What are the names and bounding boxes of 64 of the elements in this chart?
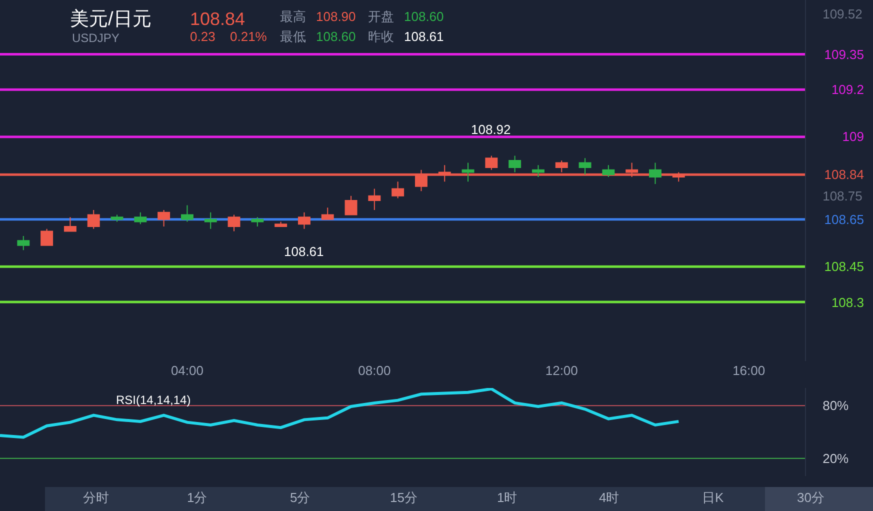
- candlestick: [649, 162, 662, 185]
- candlestick: [134, 212, 147, 225]
- candlestick: [602, 164, 615, 178]
- candlestick: [508, 155, 522, 173]
- candlestick: [180, 204, 194, 222]
- annotation: 108.84: [190, 9, 246, 29]
- annotation: 108.61: [404, 29, 444, 44]
- ref-line-label: 108.45: [824, 259, 864, 274]
- annotation: 108.92: [471, 122, 511, 137]
- candlestick: [462, 162, 474, 182]
- text: 美元/日元: [70, 8, 152, 30]
- text: 15分: [390, 490, 418, 505]
- text: 4时: [599, 490, 620, 505]
- candlestick: [298, 212, 310, 230]
- ref-line-label: 109.2: [831, 82, 864, 97]
- annotation: 最高: [280, 9, 306, 24]
- candlestick: [578, 158, 592, 176]
- annotation: 0.21%: [230, 29, 268, 44]
- candlestick: [87, 209, 100, 230]
- annotation: 108.90: [316, 9, 356, 24]
- candlestick: [532, 164, 544, 178]
- candlestick: [392, 181, 404, 199]
- annotation: 0.23: [190, 29, 216, 44]
- ref-line-label: 108.84: [824, 167, 864, 182]
- y-tick-label: 80%: [822, 398, 850, 414]
- candlestick: [40, 228, 54, 246]
- x-tick-label: 12:00: [545, 363, 578, 378]
- annotation: 最低: [280, 29, 306, 44]
- annotation: 108.60: [316, 29, 356, 44]
- candlestick: [64, 216, 76, 232]
- candlestick: [228, 214, 240, 232]
- candlestick: [251, 216, 264, 228]
- candlestick: [17, 235, 30, 251]
- text: 1分: [187, 490, 208, 505]
- ref-line-label: 108.65: [824, 212, 864, 227]
- y-tick-label: 109.52: [822, 6, 862, 22]
- ref-line-label: 109.35: [824, 47, 864, 62]
- candlestick: [274, 221, 288, 228]
- ref-line-label: 108.3: [831, 295, 864, 310]
- line-series: [0, 388, 680, 439]
- candlestick: [110, 214, 124, 222]
- ref-line-label: 109: [842, 129, 864, 144]
- candlestick: [321, 207, 334, 220]
- text: 分时: [83, 490, 109, 505]
- text: 30分: [797, 490, 824, 505]
- candlestick: [485, 155, 498, 170]
- y-tick-label: 20%: [822, 450, 850, 466]
- x-tick-label: 08:00: [358, 363, 391, 378]
- candlestick: [158, 209, 170, 228]
- text: 日K: [702, 490, 724, 505]
- chart-title: RSI(14,14,14): [116, 393, 191, 407]
- text: 1时: [497, 490, 518, 505]
- annotation: 108.61: [284, 244, 324, 259]
- annotation: 开盘: [368, 9, 394, 24]
- x-tick-label: 16:00: [732, 363, 766, 378]
- annotation: 108.60: [404, 9, 444, 24]
- candlestick: [368, 188, 381, 210]
- text: 5分: [290, 490, 310, 505]
- text: USDJPY: [72, 31, 120, 45]
- x-tick-label: 04:00: [170, 363, 204, 378]
- candlestick: [204, 212, 217, 230]
- candlestick: [344, 195, 358, 216]
- annotation: 昨收: [368, 29, 394, 44]
- y-tick-label: 108.75: [822, 188, 862, 204]
